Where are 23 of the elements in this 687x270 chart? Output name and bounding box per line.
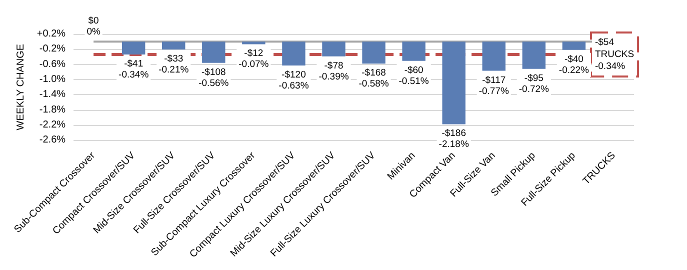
data-label: -$120 -0.63%: [278, 69, 310, 92]
y-axis-title: WEEKLY CHANGE: [16, 44, 26, 130]
data-label: -$60 -0.51%: [398, 64, 430, 87]
y-tick-label: -0.6%: [39, 58, 66, 70]
data-label: -$168 -0.58%: [358, 68, 390, 90]
y-tick-label: -1.0%: [39, 74, 66, 85]
y-tick-label: -2.2%: [39, 120, 66, 131]
data-label: -$40 -0.22%: [558, 54, 590, 76]
y-tick-label: +0.2%: [36, 28, 66, 40]
data-label: -$12 -0.07%: [238, 48, 270, 70]
ref-line-label: -$54 TRUCKS -0.34%: [594, 36, 634, 72]
y-tick-label: -1.4%: [39, 89, 66, 100]
data-label: -$33 -0.21%: [158, 54, 190, 76]
y-tick-label: -0.2%: [39, 44, 66, 55]
data-label: -$186 -2.18%: [438, 128, 470, 150]
y-tick-label: -1.8%: [39, 104, 66, 116]
data-label: $0 0%: [86, 16, 101, 38]
data-label: -$95 -0.72%: [518, 72, 550, 95]
data-label: -$117 -0.77%: [478, 74, 510, 97]
y-tick-label: -2.6%: [39, 134, 66, 146]
data-label: -$108 -0.56%: [198, 66, 230, 89]
data-label: -$78 -0.39%: [318, 60, 350, 82]
data-label: -$41 -0.34%: [118, 58, 150, 80]
